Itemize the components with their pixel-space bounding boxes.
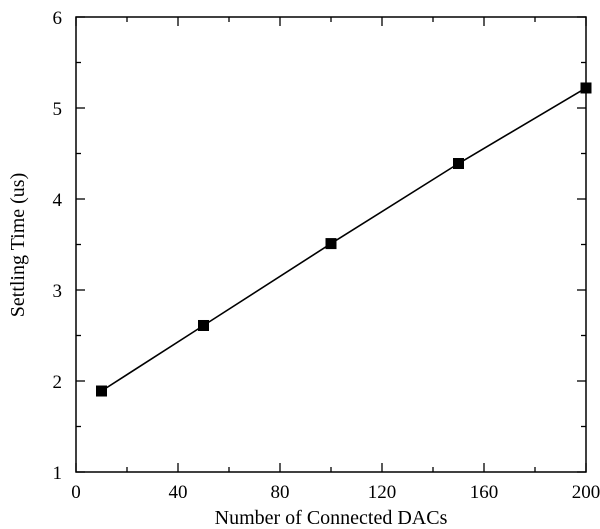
x-tick-label: 0 [71,482,81,503]
axis-ticks [75,16,587,473]
data-series [96,82,592,397]
data-point-marker [325,238,337,250]
data-point-marker [453,158,464,170]
data-point-marker [580,82,592,94]
x-tick-label: 120 [368,482,397,503]
y-tick-label: 5 [53,99,63,120]
y-tick-label: 2 [53,372,63,393]
x-tick-label: 160 [470,482,499,503]
y-tick-label: 1 [53,463,63,484]
x-tick-label: 200 [572,482,600,503]
data-point-marker [198,319,209,331]
series-line [101,87,587,392]
y-tick-label: 4 [53,190,63,211]
data-point-marker [96,385,107,397]
x-tick-label: 40 [169,482,188,503]
y-axis-title: Settling Time (us) [7,173,29,317]
x-tick-label: 80 [271,482,290,503]
axis-tick-labels: 0 40 80 120 160 200 1 2 3 4 5 6 [53,8,600,503]
y-tick-label: 6 [53,8,63,29]
x-axis-title: Number of Connected DACs [215,507,448,529]
y-tick-label: 3 [53,281,63,302]
